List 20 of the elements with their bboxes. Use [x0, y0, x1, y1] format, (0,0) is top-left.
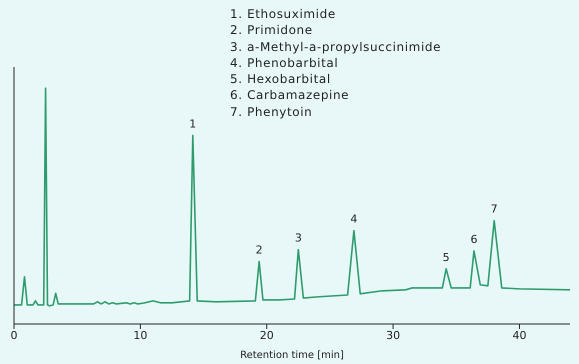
x-tick-label: 0	[10, 328, 18, 342]
annotation: 6. Carbamazepine	[230, 87, 350, 104]
text: 2. Primidone	[230, 22, 314, 39]
text: 3. a-Methyl-a-propylsuccinimide	[230, 38, 442, 55]
x-tick-label: 40	[512, 328, 526, 342]
text: 4. Phenobarbital	[230, 54, 340, 72]
x-tick-label: 10	[133, 328, 148, 342]
text: 1. Ethosuximide	[230, 6, 337, 22]
annotation: 6	[470, 232, 478, 246]
annotation: 7. Phenytoin	[230, 104, 314, 120]
annotation: 3	[294, 232, 302, 245]
x-axis-title: Retention time [min]	[240, 350, 344, 361]
text: 5. Hexobarbital	[230, 71, 332, 88]
annotation: 4	[350, 212, 358, 226]
x-tick-label: 20	[260, 328, 274, 342]
x-tick-label: 30	[386, 328, 400, 342]
annotation: 5	[442, 250, 450, 264]
annotation: 2	[256, 244, 263, 257]
annotation: 7	[490, 202, 498, 216]
annotation: 1	[189, 117, 196, 130]
